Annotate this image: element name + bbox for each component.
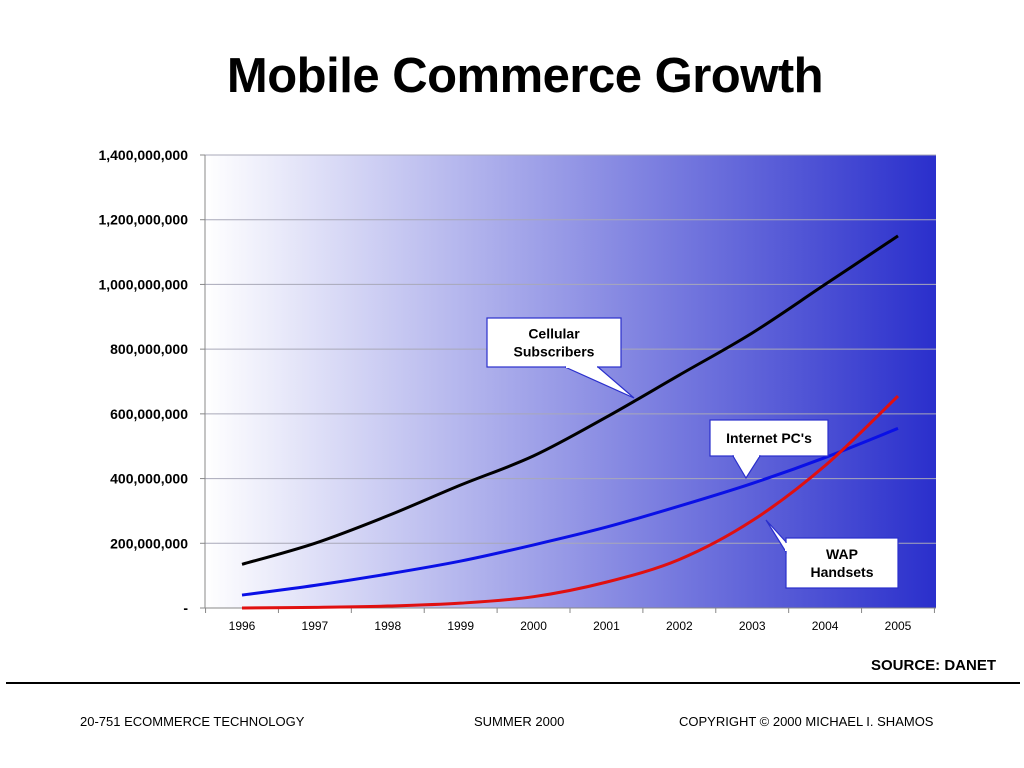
callout-label: Internet PC's bbox=[726, 430, 812, 446]
x-tick-label: 1997 bbox=[302, 619, 329, 633]
callout-label: Subscribers bbox=[514, 344, 595, 360]
footer-copyright: COPYRIGHT © 2000 MICHAEL I. SHAMOS bbox=[679, 714, 934, 729]
callout-1: Internet PC's bbox=[709, 419, 829, 480]
gridlines bbox=[205, 154, 936, 544]
callout-box bbox=[486, 317, 622, 368]
footer-term: SUMMER 2000 bbox=[474, 714, 565, 729]
y-tick-label: 200,000,000 bbox=[110, 535, 188, 551]
x-axis-tick-labels: 1996 1997 1998 1999 2000 2001 2002 2003 2004 2005 bbox=[229, 619, 912, 633]
series-line-wap-handsets bbox=[241, 394, 900, 610]
callout-label: Cellular bbox=[528, 326, 580, 342]
source-note: SOURCE: DANET bbox=[870, 657, 996, 674]
y-tick-label: 1,000,000,000 bbox=[98, 276, 188, 292]
x-tick-label: 1996 bbox=[229, 619, 256, 633]
footer-course: 20-751 ECOMMERCE TECHNOLOGY bbox=[80, 714, 305, 729]
callout-box bbox=[709, 419, 829, 457]
y-tick-label: - bbox=[183, 600, 188, 616]
x-tick-label: 1999 bbox=[447, 619, 474, 633]
x-tick-label: 2003 bbox=[739, 619, 766, 633]
y-axis-tick-labels: - 200,000,000 400,000,000 600,000,000 800,00… bbox=[98, 147, 188, 616]
y-tick-label: 800,000,000 bbox=[110, 341, 188, 357]
footer-divider bbox=[6, 682, 1020, 684]
plot-background bbox=[205, 155, 936, 608]
series-line-cellular-subscribers bbox=[241, 234, 899, 566]
callout-2: WAP Handsets bbox=[765, 519, 899, 589]
y-tick-label: 1,200,000,000 bbox=[98, 212, 188, 228]
series-callouts: Cellular Subscribers Internet PC's WAP Hands… bbox=[486, 317, 899, 589]
callout-label: WAP bbox=[826, 546, 858, 562]
callout-label: Handsets bbox=[810, 564, 873, 580]
y-tick-label: 1,400,000,000 bbox=[98, 147, 188, 163]
callout-0: Cellular Subscribers bbox=[486, 317, 635, 399]
x-tick-label: 2000 bbox=[520, 619, 547, 633]
callout-box bbox=[785, 537, 899, 589]
slide-title: Mobile Commerce Growth bbox=[226, 49, 824, 103]
y-tick-label: 600,000,000 bbox=[110, 406, 188, 422]
x-tick-label: 2002 bbox=[666, 619, 693, 633]
x-tick-label: 1998 bbox=[374, 619, 401, 633]
series-line-internet-pc-s bbox=[241, 427, 899, 597]
x-tick-label: 2004 bbox=[812, 619, 839, 633]
series-lines bbox=[241, 234, 900, 610]
x-tick-label: 2005 bbox=[885, 619, 912, 633]
y-tick-label: 400,000,000 bbox=[110, 471, 188, 487]
x-tick-label: 2001 bbox=[593, 619, 620, 633]
